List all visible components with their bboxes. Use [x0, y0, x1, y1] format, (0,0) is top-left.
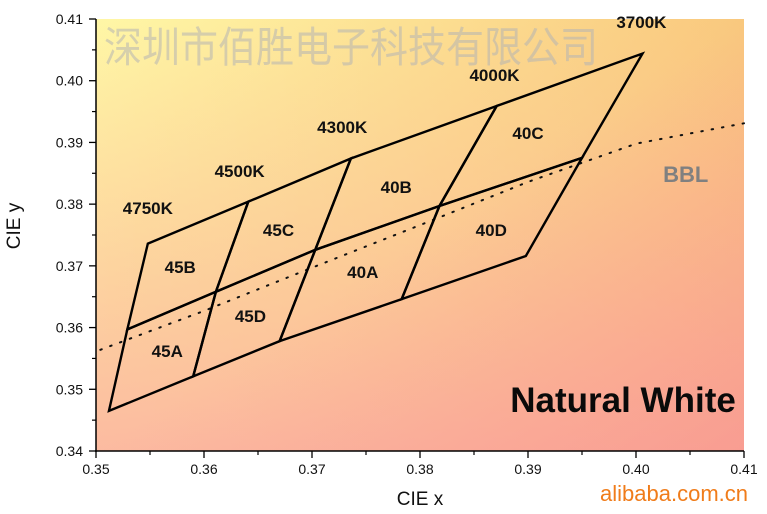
y-tick-label: 0.39 [56, 134, 83, 150]
y-tick-label: 0.35 [56, 381, 83, 397]
x-tick-label: 0.38 [406, 461, 433, 477]
cct-label: 4300K [317, 118, 368, 137]
y-tick-label: 0.34 [56, 443, 83, 459]
bins [107, 51, 646, 413]
bin-label: 40C [512, 124, 543, 143]
cct-label: 4000K [469, 66, 520, 85]
x-tick-label: 0.37 [298, 461, 325, 477]
y-tick-label: 0.37 [56, 258, 83, 274]
bin-label: 45C [263, 221, 294, 240]
plot-background [96, 19, 744, 451]
x-tick-label: 0.39 [514, 461, 541, 477]
x-axis-title: CIE x [397, 489, 444, 510]
cct-label: 4750K [123, 199, 174, 218]
y-tick-label: 0.38 [56, 196, 83, 212]
y-axis-title: CIE y [4, 202, 25, 249]
x-tick-label: 0.41 [730, 461, 757, 477]
bin-label: 40A [347, 263, 378, 282]
x-tick-label: 0.35 [82, 461, 109, 477]
natural-white-label: Natural White [510, 381, 736, 420]
watermark: 深圳市佰胜电子科技有限公司 [104, 23, 598, 72]
y-tick-label: 0.36 [56, 320, 83, 336]
bbl-label: BBL [663, 162, 708, 187]
bin-label: 40B [381, 178, 412, 197]
labels: 45A 45B 45C 45D 40A 40B 40C 40D 4750K 4500K 4300K 4… [123, 13, 736, 420]
cct-label: 4500K [215, 162, 266, 181]
bin-label: 45B [165, 258, 196, 277]
y-tick-label: 0.40 [56, 73, 83, 89]
bin-label: 45A [152, 342, 183, 361]
cct-label: 3700K [616, 13, 667, 32]
x-tick-label: 0.40 [622, 461, 649, 477]
axes: 0.35 0.36 0.37 0.38 0.39 0.40 0.41 0.34 0.35 0.36… [56, 11, 758, 477]
bin-label: 40D [476, 221, 507, 240]
bin-label: 45D [235, 307, 266, 326]
x-tick-label: 0.36 [190, 461, 217, 477]
site-watermark: alibaba.com.cn [600, 481, 748, 506]
bin-40d [399, 155, 585, 302]
y-tick-label: 0.41 [56, 11, 83, 27]
